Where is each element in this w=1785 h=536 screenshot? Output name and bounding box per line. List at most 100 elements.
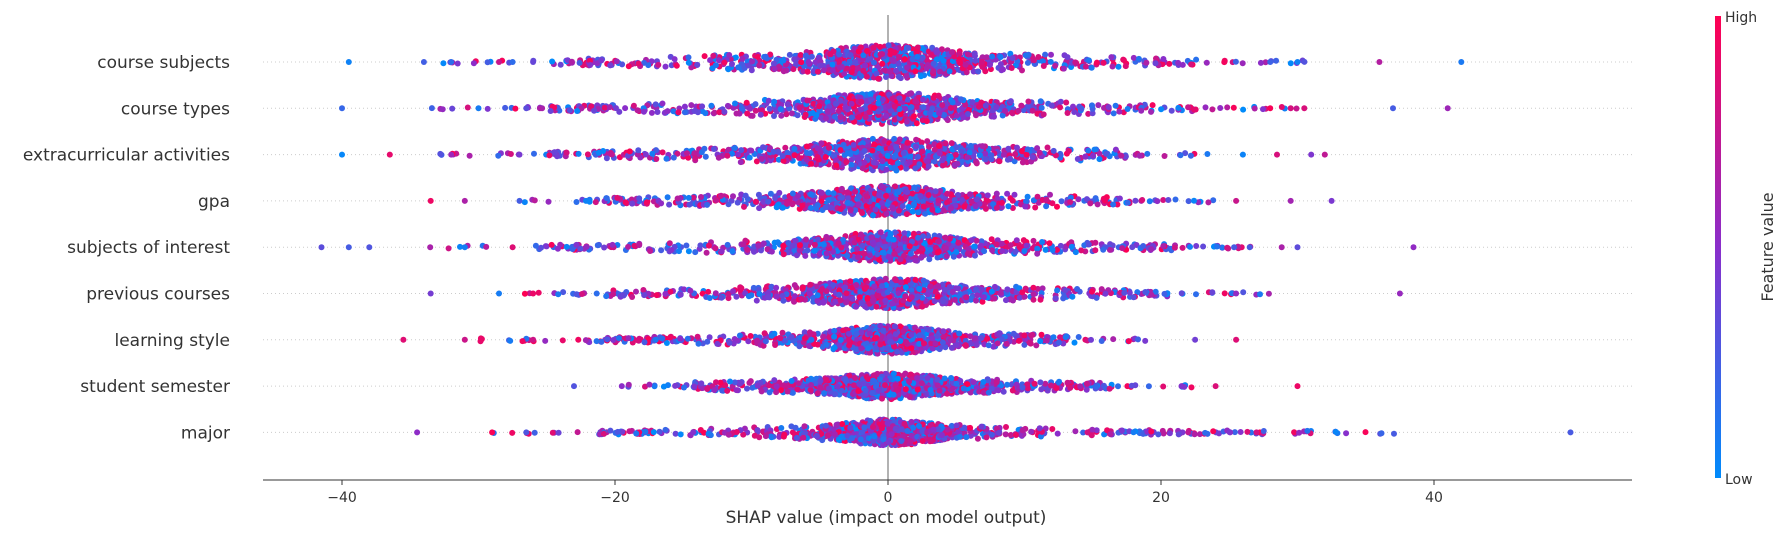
shap-point xyxy=(897,111,904,118)
shap-point xyxy=(701,53,708,60)
shap-point xyxy=(752,198,759,205)
shap-point xyxy=(724,102,731,109)
shap-point xyxy=(916,161,923,168)
shap-point xyxy=(812,59,819,66)
shap-point xyxy=(1019,159,1026,166)
shap-point xyxy=(799,202,806,209)
shap-point xyxy=(1092,195,1099,202)
shap-point xyxy=(948,140,955,147)
shap-point xyxy=(1022,52,1029,59)
shap-point xyxy=(822,115,829,122)
shap-point xyxy=(982,102,989,109)
shap-point xyxy=(867,245,874,252)
shap-point xyxy=(780,57,787,64)
shap-point xyxy=(964,250,971,257)
shap-point xyxy=(1091,146,1098,153)
shap-point xyxy=(847,207,854,213)
shap-point xyxy=(1214,243,1220,250)
shap-point xyxy=(914,153,921,160)
shap-point xyxy=(1102,197,1108,204)
shap-point xyxy=(1251,105,1258,112)
shap-point xyxy=(1000,66,1006,73)
shap-point xyxy=(598,57,605,64)
shap-point xyxy=(613,58,620,65)
shap-point xyxy=(784,101,791,108)
shap-point xyxy=(652,101,659,108)
shap-point xyxy=(1135,55,1142,62)
shap-point xyxy=(1044,144,1051,151)
shap-point xyxy=(918,245,925,252)
shap-point xyxy=(530,59,537,65)
shap-point xyxy=(885,253,892,260)
shap-point xyxy=(643,199,650,206)
shap-point xyxy=(686,201,693,208)
shap-point xyxy=(318,244,325,251)
shap-point xyxy=(1057,242,1064,249)
shap-point xyxy=(664,194,671,201)
shap-point xyxy=(802,252,809,259)
shap-point xyxy=(1078,247,1085,254)
shap-point xyxy=(606,104,613,111)
shap-point xyxy=(566,107,573,114)
shap-point xyxy=(1060,65,1067,72)
shap-point xyxy=(1072,249,1079,256)
shap-point xyxy=(897,245,904,252)
shap-point xyxy=(901,56,908,63)
shap-point xyxy=(956,56,963,63)
shap-point xyxy=(1094,201,1101,208)
shap-point xyxy=(1204,151,1211,157)
shap-point xyxy=(802,111,809,118)
shap-point xyxy=(826,144,832,151)
shap-point xyxy=(1082,63,1089,70)
shap-point xyxy=(715,154,722,161)
shap-point xyxy=(818,189,825,196)
shap-point xyxy=(1191,106,1198,113)
shap-point xyxy=(1007,242,1014,249)
shap-point xyxy=(858,106,865,113)
shap-point xyxy=(860,250,867,257)
shap-point xyxy=(1193,243,1200,249)
shap-point xyxy=(826,103,833,110)
shap-point xyxy=(760,144,766,151)
shap-point xyxy=(1187,243,1193,250)
shap-point xyxy=(884,152,891,159)
shap-point xyxy=(345,59,352,65)
shap-point xyxy=(1200,243,1207,250)
shap-point xyxy=(903,118,910,125)
shap-point xyxy=(756,205,763,212)
shap-point xyxy=(956,51,963,57)
shap-point xyxy=(851,239,858,246)
shap-point xyxy=(547,108,554,114)
shap-point xyxy=(1203,59,1210,66)
shap-point xyxy=(848,100,855,107)
shap-point xyxy=(793,59,800,66)
shap-point xyxy=(942,234,949,241)
shap-point xyxy=(1267,105,1274,112)
shap-point xyxy=(912,68,919,75)
shap-point xyxy=(1008,65,1015,71)
shap-point xyxy=(902,105,909,112)
shap-point xyxy=(844,252,851,259)
shap-point xyxy=(1165,197,1172,203)
shap-point xyxy=(780,251,787,258)
shap-point xyxy=(989,53,996,60)
shap-point xyxy=(701,145,708,152)
shap-point xyxy=(1038,104,1045,111)
shap-point xyxy=(892,152,899,159)
shap-point xyxy=(847,151,854,157)
shap-point xyxy=(448,59,455,65)
shap-point xyxy=(699,103,706,110)
shap-point xyxy=(1224,244,1231,251)
shap-point xyxy=(882,243,889,250)
shap-point xyxy=(707,57,714,64)
shap-point xyxy=(685,248,692,255)
shap-point xyxy=(993,104,1000,111)
shap-point xyxy=(1287,105,1294,112)
shap-point xyxy=(704,201,711,208)
shap-point xyxy=(666,201,673,208)
shap-point xyxy=(1278,244,1285,251)
shap-point xyxy=(509,59,516,65)
shap-point xyxy=(771,66,778,72)
shap-point xyxy=(871,59,877,66)
